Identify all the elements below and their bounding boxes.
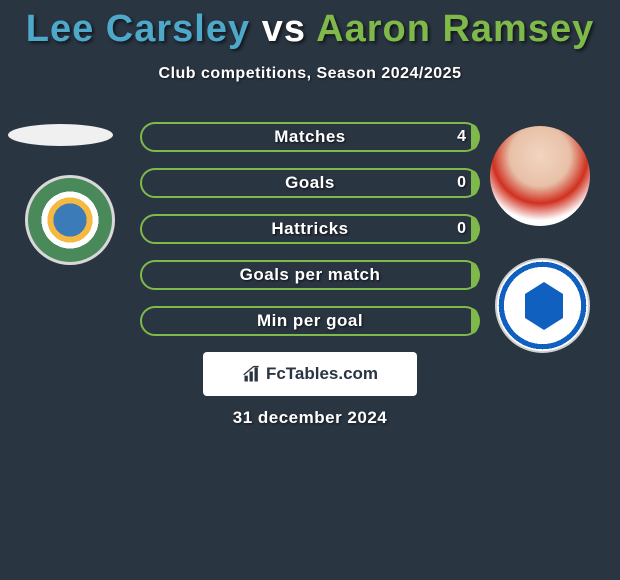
subtitle: Club competitions, Season 2024/2025 xyxy=(0,65,620,83)
stat-value-right: 0 xyxy=(457,170,466,196)
stat-label: Goals per match xyxy=(142,262,478,288)
stat-row-min-per-goal: Min per goal xyxy=(140,306,480,336)
date-text: 31 december 2024 xyxy=(0,408,620,428)
stat-row-goals: Goals 0 xyxy=(140,168,480,198)
stat-label: Matches xyxy=(142,124,478,150)
bar-chart-icon xyxy=(242,364,262,384)
stat-label: Min per goal xyxy=(142,308,478,334)
stat-row-hattricks: Hattricks 0 xyxy=(140,214,480,244)
stat-value-right: 4 xyxy=(457,124,466,150)
stat-label: Hattricks xyxy=(142,216,478,242)
stat-label: Goals xyxy=(142,170,478,196)
player2-name: Aaron Ramsey xyxy=(316,8,594,50)
comparison-title: Lee Carsley vs Aaron Ramsey xyxy=(0,0,620,51)
stat-value-right: 0 xyxy=(457,216,466,242)
brand-text: FcTables.com xyxy=(266,364,378,384)
coventry-city-badge xyxy=(25,175,115,265)
aaron-ramsey-avatar xyxy=(490,126,590,226)
stat-row-matches: Matches 4 xyxy=(140,122,480,152)
stat-rows: Matches 4 Goals 0 Hattricks 0 Goals per … xyxy=(140,122,480,352)
player1-name: Lee Carsley xyxy=(26,8,250,50)
lee-carsley-avatar xyxy=(8,124,113,146)
cardiff-city-badge xyxy=(495,258,590,353)
vs-text: vs xyxy=(262,8,306,50)
stat-row-goals-per-match: Goals per match xyxy=(140,260,480,290)
brand-box[interactable]: FcTables.com xyxy=(203,352,417,396)
